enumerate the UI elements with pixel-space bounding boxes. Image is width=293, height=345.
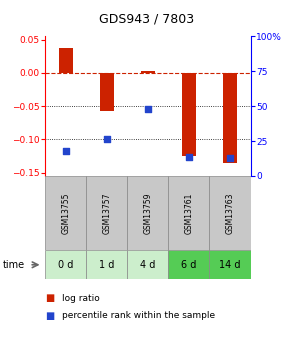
Bar <box>127 176 168 250</box>
Text: 0 d: 0 d <box>58 260 74 270</box>
Bar <box>127 250 168 279</box>
Bar <box>209 176 251 250</box>
Text: ■: ■ <box>45 311 55 321</box>
Point <box>228 156 232 161</box>
Text: percentile rank within the sample: percentile rank within the sample <box>62 311 215 320</box>
Bar <box>182 73 196 156</box>
Bar <box>168 176 209 250</box>
Text: 4 d: 4 d <box>140 260 156 270</box>
Text: GSM13757: GSM13757 <box>103 192 111 234</box>
Point <box>146 106 150 112</box>
Text: GSM13763: GSM13763 <box>226 192 234 234</box>
Text: GSM13755: GSM13755 <box>62 192 70 234</box>
Text: time: time <box>3 260 25 270</box>
Text: GSM13761: GSM13761 <box>185 193 193 234</box>
Bar <box>168 250 209 279</box>
Point <box>64 148 68 154</box>
Text: 14 d: 14 d <box>219 260 241 270</box>
Text: GDS943 / 7803: GDS943 / 7803 <box>99 12 194 25</box>
Text: 1 d: 1 d <box>99 260 115 270</box>
Text: 6 d: 6 d <box>181 260 197 270</box>
Bar <box>141 71 155 73</box>
Text: GSM13759: GSM13759 <box>144 192 152 234</box>
Bar <box>100 73 114 111</box>
Point <box>187 154 191 160</box>
Bar <box>223 73 237 162</box>
Point <box>105 136 109 142</box>
Bar <box>209 250 251 279</box>
Bar <box>59 48 73 73</box>
Bar <box>45 176 86 250</box>
Text: ■: ■ <box>45 294 55 303</box>
Bar <box>45 250 86 279</box>
Bar <box>86 176 127 250</box>
Text: log ratio: log ratio <box>62 294 99 303</box>
Bar <box>86 250 127 279</box>
